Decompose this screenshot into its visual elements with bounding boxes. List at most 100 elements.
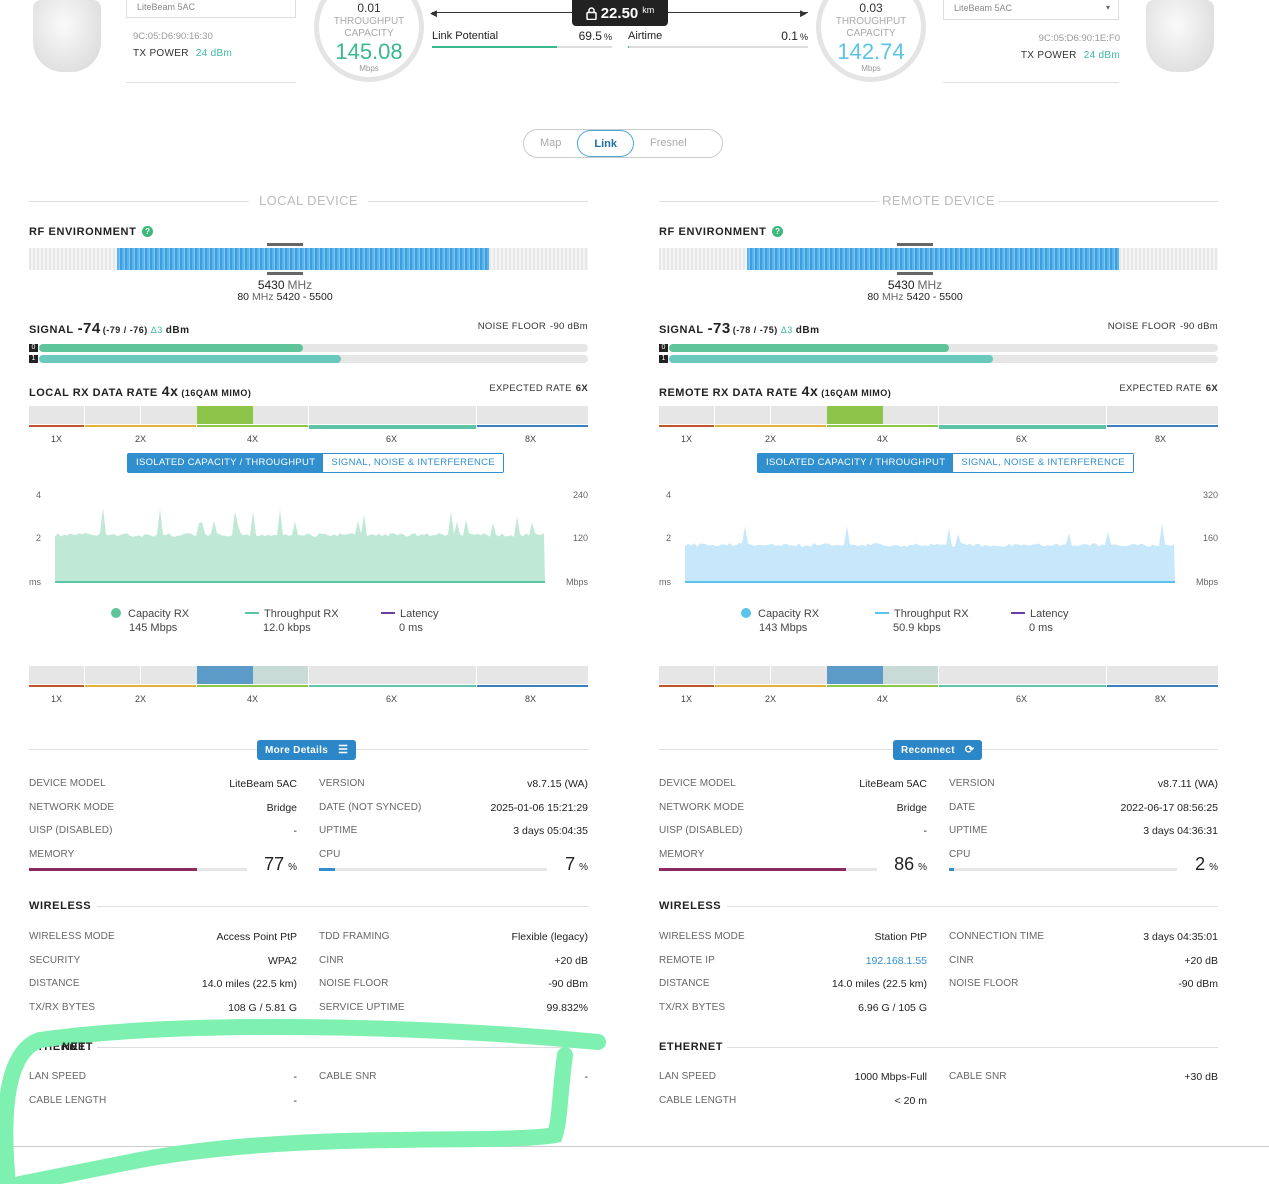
distance-badge: 22.50 km xyxy=(572,0,668,26)
rate-tick: 8X xyxy=(525,694,537,704)
expected-rate: EXPECTED RATE 6X xyxy=(1119,383,1218,394)
signal-delta: Δ3 xyxy=(780,325,793,335)
rate-tick: 8X xyxy=(525,434,537,444)
info-value[interactable]: 192.168.1.55 xyxy=(865,954,927,967)
local-model-select[interactable]: LiteBeam 5AC xyxy=(126,0,296,18)
tab-fresnel[interactable]: Fresnel xyxy=(650,137,687,149)
info-label: CABLE SNR xyxy=(949,1071,1007,1082)
rate-expected xyxy=(309,425,476,429)
rate-scale: 1X 2X 4X 6X 8X xyxy=(29,666,588,704)
info-value: Access Point PtP xyxy=(216,931,297,943)
info-value: +30 dB xyxy=(1184,1071,1218,1083)
help-icon[interactable]: ? xyxy=(142,226,154,237)
chain-1-badge: 1 xyxy=(29,355,38,363)
remote-device-image xyxy=(1146,0,1214,72)
rf-environment-label: RF ENVIRONMENT? xyxy=(29,226,154,238)
rate-tick: 4X xyxy=(247,434,259,444)
local-mac: 9C:05:D6:90:16:30 xyxy=(133,31,213,42)
signal-noise-toggle[interactable]: SIGNAL, NOISE & INTERFERENCE xyxy=(953,454,1133,472)
remote-tx-label: TX POWER xyxy=(1020,50,1077,61)
info-label: SERVICE UPTIME xyxy=(319,1001,405,1013)
info-value: WPA2 xyxy=(268,954,297,967)
local-title: LOCAL DEVICE xyxy=(259,193,358,208)
distance-value: 22.50 xyxy=(600,4,639,22)
info-value: +20 dB xyxy=(1184,954,1218,967)
signal-readout: SIGNAL -73 (-78 / -75) Δ3 dBm xyxy=(659,320,820,337)
help-icon[interactable]: ? xyxy=(772,226,784,237)
legend-name: Throughput RX xyxy=(894,608,969,620)
cpu-value: 7% xyxy=(565,854,588,874)
rate-tick: 6X xyxy=(386,434,398,444)
y-axis-left-label: ms xyxy=(29,577,41,587)
rate-tick: 8X xyxy=(1155,434,1167,444)
info-label: CABLE LENGTH xyxy=(659,1094,737,1106)
signal-noise-toggle[interactable]: SIGNAL, NOISE & INTERFERENCE xyxy=(323,454,503,472)
cpu-label: CPU xyxy=(949,849,971,860)
info-value: 1000 Mbps-Full xyxy=(854,1071,927,1083)
remote-model-select[interactable]: LiteBeam 5AC ▾ xyxy=(943,0,1119,20)
expected-label: EXPECTED RATE xyxy=(489,383,572,394)
tab-link[interactable]: Link xyxy=(577,130,635,157)
rate-tick: 6X xyxy=(386,694,398,704)
chain-1-bar xyxy=(39,355,588,363)
cpu-label: CPU xyxy=(319,849,341,860)
legend-item: Latency 0 ms xyxy=(1011,607,1069,635)
info-label: UPTIME xyxy=(319,825,358,836)
capacity-area xyxy=(685,523,1175,583)
memory-value: 77% xyxy=(264,854,297,874)
remote-gauge-l1: THROUGHPUT xyxy=(835,16,907,27)
rate-current xyxy=(827,406,883,424)
rf-marker xyxy=(897,243,933,275)
info-label: CONNECTION TIME xyxy=(949,931,1045,942)
rx-label: LOCAL RX DATA RATE xyxy=(29,387,158,399)
signal-chains: (-79 / -76) xyxy=(102,325,148,335)
tab-map[interactable]: Map xyxy=(540,137,562,149)
isolated-capacity-toggle[interactable]: ISOLATED CAPACITY / THROUGHPUT xyxy=(128,454,324,472)
info-label: LAN SPEED xyxy=(659,1071,717,1082)
rf-range: 80 MHz 5420 - 5500 xyxy=(659,291,1171,303)
rf-channel-band xyxy=(117,248,489,270)
rate-scale: 1X 2X 4X 6X 8X xyxy=(29,406,588,444)
reconnect-button[interactable]: Reconnect ⟳ xyxy=(893,740,983,760)
range-value: 5420 - 5500 xyxy=(276,291,333,303)
remote-gauge-l2: CAPACITY xyxy=(846,28,896,39)
local-gauge-top: 0.01 xyxy=(357,1,381,15)
isolated-capacity-toggle[interactable]: ISOLATED CAPACITY / THROUGHPUT xyxy=(758,454,954,472)
info-label: DISTANCE xyxy=(29,978,80,989)
freq-value: 5430 xyxy=(887,278,915,292)
info-value: 3 days 04:35:01 xyxy=(1143,931,1218,943)
info-label: TX/RX BYTES xyxy=(29,1001,96,1013)
latency-line-icon xyxy=(1011,608,1030,620)
width-unit: MHz xyxy=(882,291,904,303)
cpu-bar xyxy=(949,868,1177,871)
info-label: CABLE SNR xyxy=(319,1071,377,1082)
link-potential-value: 69.5% xyxy=(578,29,612,43)
info-value: 3 days 04:36:31 xyxy=(1143,825,1218,837)
more-details-button[interactable]: More Details ☰ xyxy=(257,740,357,760)
info-label: DISTANCE xyxy=(659,978,710,989)
rx-rate: 4x xyxy=(801,383,819,399)
legend-value: 145 Mbps xyxy=(129,622,178,634)
legend-value: 12.0 kbps xyxy=(263,622,311,634)
rate-expected xyxy=(883,666,939,684)
signal-label: SIGNAL xyxy=(29,324,74,336)
info-label: NOISE FLOOR xyxy=(949,978,1019,989)
rf-frequency: 5430 MHz xyxy=(29,278,541,292)
info-value: 3 days 05:04:35 xyxy=(513,825,588,837)
info-label: NETWORK MODE xyxy=(659,801,745,813)
local-tx-label: TX POWER xyxy=(133,48,189,59)
info-value: - xyxy=(584,1071,589,1083)
freq-unit: MHz xyxy=(287,278,313,292)
local-tx-value: 24 dBm xyxy=(195,48,233,59)
local-capacity-gauge: 0.01 THROUGHPUT CAPACITY 145.08 Mbps xyxy=(314,0,424,82)
chain-1-fill xyxy=(39,355,341,363)
remote-title: REMOTE DEVICE xyxy=(882,193,995,208)
expected-value: 6X xyxy=(1205,383,1218,394)
chain-0-badge: 0 xyxy=(29,344,38,352)
signal-unit: dBm xyxy=(795,325,820,336)
rate-tick: 4X xyxy=(247,694,259,704)
info-value: 2025-01-06 15:21:29 xyxy=(490,801,589,814)
memory-value: 86% xyxy=(894,854,927,874)
info-value: - xyxy=(293,825,298,837)
legend-item: Capacity RX 143 Mbps xyxy=(741,607,819,635)
